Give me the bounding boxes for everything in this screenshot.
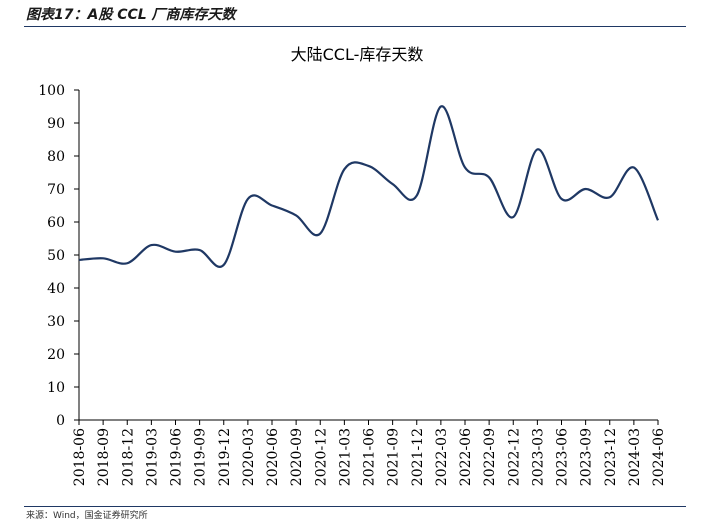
- y-tick-label: 80: [47, 149, 65, 165]
- x-tick-label: 2020-06: [265, 428, 281, 486]
- y-axis: 0 10 20 30 40 50 60 70 80 90 100: [38, 83, 79, 429]
- y-tick-label: 90: [47, 116, 65, 132]
- x-tick-label: 2023-12: [603, 428, 619, 486]
- x-tick-label: 2021-12: [410, 428, 426, 486]
- y-tick-label: 0: [56, 413, 65, 429]
- y-tick-label: 50: [47, 248, 65, 264]
- x-tick-label: 2023-03: [530, 428, 546, 486]
- y-tick-label: 20: [47, 347, 65, 363]
- x-tick-label: 2018-06: [72, 428, 88, 486]
- y-tick-label: 70: [47, 182, 65, 198]
- y-tick-label: 10: [47, 380, 65, 396]
- y-tick-label: 40: [47, 281, 65, 297]
- x-tick-label: 2022-03: [434, 428, 450, 486]
- x-tick-label: 2021-03: [337, 428, 353, 486]
- footer-rule: [24, 506, 686, 507]
- chart-title: 大陆CCL-库存天数: [291, 45, 424, 64]
- series-line: [79, 106, 658, 267]
- line-chart: 大陆CCL-库存天数 0 10 20 30 40 50 60 70 80 90 100 2018-0…: [0, 0, 714, 505]
- x-tick-label: 2019-06: [169, 428, 185, 486]
- x-tick-label: 2022-09: [482, 428, 498, 486]
- x-tick-label: 2023-06: [555, 428, 571, 486]
- x-tick-label: 2019-03: [144, 428, 160, 486]
- x-tick-label: 2020-03: [241, 428, 257, 486]
- x-tick-label: 2022-12: [506, 428, 522, 486]
- x-tick-label: 2019-12: [217, 428, 233, 486]
- y-tick-label: 60: [47, 215, 65, 231]
- x-tick-label: 2023-09: [579, 428, 595, 486]
- x-tick-label: 2022-06: [458, 428, 474, 486]
- x-tick-label: 2020-09: [289, 428, 305, 486]
- x-tick-label: 2021-09: [386, 428, 402, 486]
- x-tick-label: 2024-03: [627, 428, 643, 486]
- x-tick-label: 2021-06: [362, 428, 378, 486]
- x-tick-label: 2024-06: [651, 428, 667, 486]
- y-tick-label: 30: [47, 314, 65, 330]
- x-tick-label: 2018-09: [96, 428, 112, 486]
- x-tick-label: 2020-12: [313, 428, 329, 486]
- x-axis: 2018-06 2018-09 2018-12 2019-03 2019-06 2019-…: [72, 420, 667, 486]
- y-tick-label: 100: [38, 83, 65, 99]
- x-tick-label: 2018-12: [120, 428, 136, 486]
- x-tick-label: 2019-09: [193, 428, 209, 486]
